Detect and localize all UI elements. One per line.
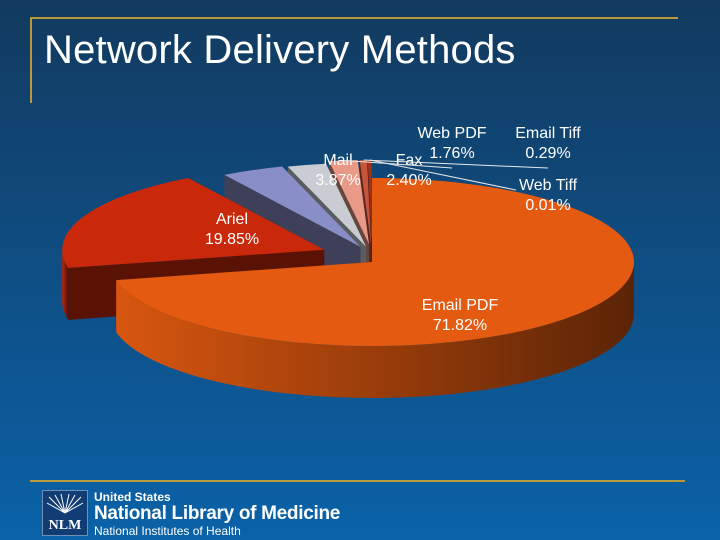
- data-label-email-pdf-name: Email PDF: [422, 297, 499, 314]
- data-label-email-pdf-value: 71.82%: [433, 317, 487, 334]
- data-label-web-tiff-value: 0.01%: [525, 197, 570, 214]
- data-label-ariel-value: 19.85%: [205, 231, 259, 248]
- logo-line-institutes: National Institutes of Health: [94, 524, 241, 538]
- data-label-email-tiff-value: 0.29%: [525, 145, 570, 162]
- pie-slice-fax-top: [287, 163, 367, 247]
- logo-line-country: United States: [94, 490, 171, 504]
- logo-line-library: National Library of Medicine: [94, 503, 341, 524]
- title-frame-top-rule: [30, 17, 678, 19]
- pie-chart: Email PDF71.82%Ariel19.85%Mail3.87%Fax2.…: [62, 125, 635, 398]
- pie-slice-web-tiff-top: [367, 160, 372, 245]
- data-label-web-pdf-name: Web PDF: [417, 125, 486, 142]
- data-label-ariel-name: Ariel: [216, 211, 248, 228]
- slide-title: Network Delivery Methods: [44, 28, 516, 72]
- pie-slice-email-tiff-top: [359, 160, 372, 245]
- data-label-mail-value: 3.87%: [315, 172, 360, 189]
- data-label-email-tiff-name: Email Tiff: [515, 125, 581, 142]
- pie-slice-ariel-top: [62, 177, 325, 268]
- footer-rule: [30, 480, 685, 482]
- leader-line-web-pdf: [344, 159, 453, 169]
- nlm-logo-icon: NLM: [42, 490, 88, 536]
- pie-slice-web-pdf-top: [328, 160, 370, 245]
- pie-slice-email-pdf-rim: [116, 262, 635, 398]
- logo-abbrev: NLM: [49, 518, 82, 533]
- pie-slice-ariel-rim: [62, 249, 69, 320]
- title-frame-left-rule: [30, 17, 32, 103]
- data-label-mail-name: Mail: [323, 152, 352, 169]
- pie-slice-email-pdf: [116, 178, 635, 398]
- data-label-web-pdf-value: 1.76%: [429, 145, 474, 162]
- leader-line-web-tiff: [369, 159, 517, 191]
- data-label-web-tiff-name: Web Tiff: [519, 177, 578, 194]
- pie-slice-email-pdf-top: [116, 178, 635, 346]
- leader-line-email-tiff: [363, 159, 549, 169]
- pie-slice-mail-top: [224, 166, 361, 247]
- logo-text: United States National Library of Medici…: [94, 490, 341, 539]
- data-label-fax-value: 2.40%: [386, 172, 431, 189]
